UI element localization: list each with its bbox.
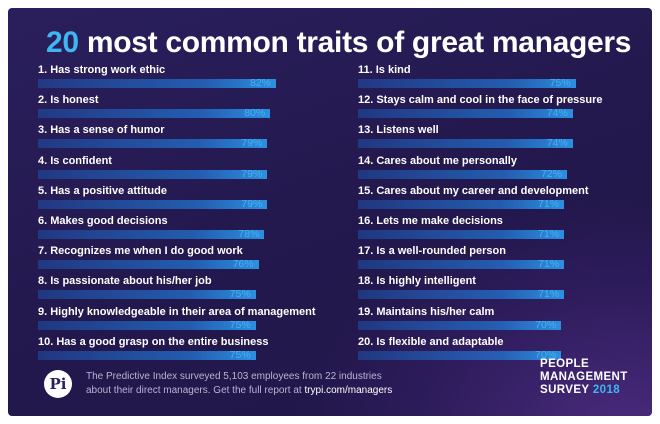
trait-bar — [38, 199, 268, 209]
trait-row: 3. Has a sense of humor 79% — [38, 124, 338, 152]
trait-label: 6. Makes good decisions — [38, 215, 168, 227]
trait-bar — [358, 350, 562, 360]
trait-value: 72% — [540, 167, 562, 180]
trait-bar — [358, 199, 565, 209]
trait-row: 17. Is a well-rounded person 71% — [358, 245, 652, 273]
trait-bar — [358, 230, 565, 239]
trait-label: 9. Highly knowledgeable in their area of… — [38, 305, 316, 318]
footer: Pi The Predictive Index surveyed 5,103 e… — [30, 358, 650, 404]
trait-row: 5. Has a positive attitude 79% — [38, 185, 338, 213]
trait-bar — [358, 109, 573, 119]
trait-bar — [358, 79, 576, 88]
trait-label: 15. Cares about my career and developmen… — [358, 184, 589, 197]
trait-value: 79% — [241, 167, 263, 180]
trait-label: 1. Has strong work ethic — [38, 64, 166, 76]
trait-bar — [358, 320, 562, 330]
trait-bar — [38, 260, 259, 270]
infographic-card: 20 most common traits of great managers … — [8, 8, 652, 416]
trait-value: 80% — [244, 107, 266, 120]
trait-label: 19. Maintains his/her calm — [358, 305, 495, 318]
survey-line-2: MANAGEMENT — [540, 371, 628, 383]
trait-label: 2. Is honest — [38, 94, 99, 107]
trait-label: 3. Has a sense of humor — [38, 124, 165, 137]
trait-value: 74% — [546, 107, 568, 120]
trait-bar — [38, 230, 265, 239]
trait-label: 13. Listens well — [358, 124, 439, 137]
trait-bar — [358, 290, 565, 300]
survey-line-3: SURVEY 2018 — [540, 384, 628, 397]
trait-value: 76% — [232, 258, 254, 271]
trait-value: 82% — [250, 77, 272, 89]
report-link[interactable]: trypi.com/managers — [304, 385, 393, 396]
survey-badge: PEOPLE MANAGEMENT SURVEY 2018 — [540, 358, 628, 397]
survey-word: SURVEY — [540, 384, 590, 396]
trait-row: 1. Has strong work ethic 82% — [38, 64, 338, 92]
trait-label: 12. Stays calm and cool in the face of p… — [358, 94, 603, 107]
trait-value: 75% — [229, 348, 251, 361]
trait-row: 19. Maintains his/her calm 70% — [358, 306, 652, 334]
note-line-1: The Predictive Index surveyed 5,103 empl… — [86, 371, 382, 382]
trait-row: 8. Is passionate about his/her job 75% — [38, 275, 338, 303]
trait-value: 70% — [535, 348, 557, 361]
trait-value: 71% — [538, 228, 560, 240]
note-line-2-prefix: about their direct managers. Get the ful… — [86, 385, 305, 396]
trait-label: 8. Is passionate about his/her job — [38, 275, 212, 288]
trait-bar — [38, 139, 268, 149]
trait-row: 6. Makes good decisions 78% — [38, 215, 338, 243]
trait-bar — [358, 139, 573, 149]
trait-row: 15. Cares about my career and developmen… — [358, 185, 652, 213]
trait-value: 71% — [538, 197, 560, 210]
trait-bar — [358, 169, 567, 179]
survey-line-1: PEOPLE — [540, 358, 590, 370]
trait-row: 20. Is flexible and adaptable 70% — [358, 336, 652, 364]
trait-row: 7. Recognizes me when I do good work 76% — [38, 245, 338, 273]
trait-row: 9. Highly knowledgeable in their area of… — [38, 306, 338, 334]
trait-value: 70% — [535, 318, 557, 331]
trait-value: 79% — [241, 137, 263, 150]
trait-value: 74% — [546, 137, 568, 150]
trait-row: 13. Listens well 74% — [358, 124, 652, 152]
chart-title: 20 most common traits of great managers — [46, 26, 631, 60]
trait-bar — [38, 79, 276, 88]
trait-row: 16. Lets me make decisions 71% — [358, 215, 652, 243]
trait-row: 2. Is honest 80% — [38, 94, 338, 122]
trait-value: 79% — [241, 197, 263, 210]
trait-label: 5. Has a positive attitude — [38, 184, 167, 197]
trait-bar — [358, 260, 565, 270]
note-line-2: about their direct managers. Get the ful… — [86, 384, 392, 398]
trait-row: 14. Cares about me personally 72% — [358, 155, 652, 183]
trait-bar — [38, 290, 256, 300]
trait-label: 7. Recognizes me when I do good work — [38, 245, 243, 258]
trait-row: 10. Has a good grasp on the entire busin… — [38, 336, 338, 364]
predictive-index-logo: Pi — [44, 370, 72, 398]
trait-row: 11. Is kind 75% — [358, 64, 652, 92]
trait-value: 75% — [229, 288, 251, 301]
trait-bar — [38, 320, 256, 330]
trait-label: 10. Has a good grasp on the entire busin… — [38, 335, 269, 348]
trait-value: 71% — [538, 258, 560, 271]
trait-label: 20. Is flexible and adaptable — [358, 335, 504, 348]
trait-value: 75% — [549, 77, 571, 89]
title-text: most common traits of great managers — [86, 26, 632, 59]
trait-label: 11. Is kind — [358, 64, 411, 76]
trait-row: 4. Is confident 79% — [38, 155, 338, 183]
survey-note: The Predictive Index surveyed 5,103 empl… — [86, 370, 392, 398]
trait-bar — [38, 350, 256, 360]
trait-label: 4. Is confident — [38, 154, 112, 167]
trait-value: 71% — [538, 288, 560, 301]
trait-row: 18. Is highly intelligent 71% — [358, 275, 652, 303]
trait-label: 18. Is highly intelligent — [358, 275, 476, 288]
trait-row: 12. Stays calm and cool in the face of p… — [358, 94, 652, 122]
trait-value: 78% — [238, 228, 260, 240]
trait-bar — [38, 169, 268, 179]
trait-label: 14. Cares about me personally — [358, 154, 517, 167]
trait-label: 17. Is a well-rounded person — [358, 245, 506, 258]
survey-year: 2018 — [592, 384, 621, 396]
title-number: 20 — [46, 26, 79, 59]
trait-bar — [38, 109, 271, 119]
trait-value: 75% — [229, 318, 251, 331]
trait-label: 16. Lets me make decisions — [358, 215, 503, 227]
